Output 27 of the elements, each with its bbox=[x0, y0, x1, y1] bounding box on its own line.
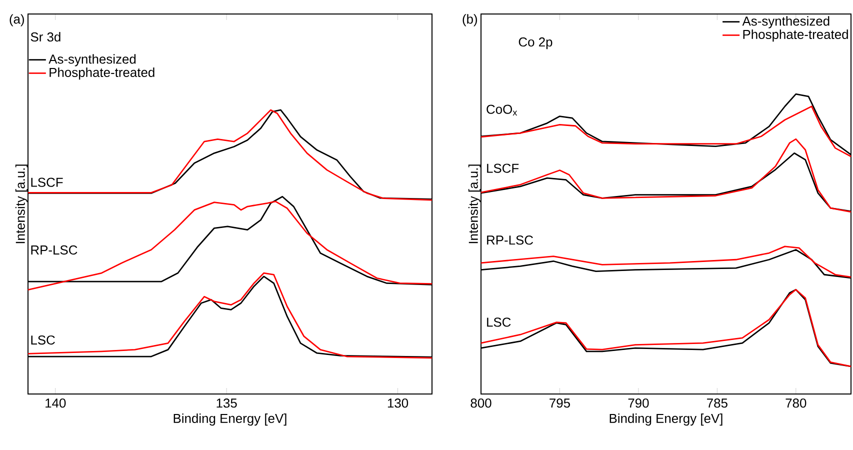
annotation: RP-LSC bbox=[487, 236, 534, 245]
x-tick-label: 800 bbox=[470, 398, 492, 408]
legend-label: As-synthesized bbox=[742, 16, 830, 28]
annotation: CoO$_{x}$ bbox=[486, 104, 518, 116]
y-axis-title: Intensity [a.u.] bbox=[15, 164, 28, 244]
annotation: LSC bbox=[487, 318, 511, 327]
x-tick-label: 785 bbox=[707, 398, 728, 408]
x-tick-label: 140 bbox=[46, 398, 66, 408]
x-tick-label: 780 bbox=[786, 398, 806, 408]
legend-label: Phosphate-treated bbox=[743, 30, 848, 42]
x-tick-label: 130 bbox=[388, 398, 408, 408]
x-axis-title: Binding Energy [eV] bbox=[610, 414, 722, 426]
x-tick-label: 790 bbox=[628, 398, 649, 408]
text: (b) bbox=[462, 14, 477, 26]
x-tick-label: 795 bbox=[550, 398, 570, 408]
x-tick-label: 135 bbox=[216, 398, 237, 408]
annotation: LSC bbox=[31, 335, 55, 345]
text: Co 2p bbox=[518, 37, 552, 50]
legend-label: As-synthesized bbox=[48, 54, 136, 66]
annotation: RP-LSC bbox=[31, 245, 78, 255]
x-axis-title: Binding Energy [eV] bbox=[174, 414, 286, 426]
text: (a) bbox=[10, 14, 24, 26]
annotation: LSCF bbox=[487, 164, 519, 173]
legend-label: Phosphate-treated bbox=[50, 68, 154, 80]
text: Sr 3d bbox=[30, 32, 60, 42]
annotation: LSCF bbox=[31, 178, 63, 187]
y-axis-title: Intensity [a.u.] bbox=[468, 164, 480, 244]
